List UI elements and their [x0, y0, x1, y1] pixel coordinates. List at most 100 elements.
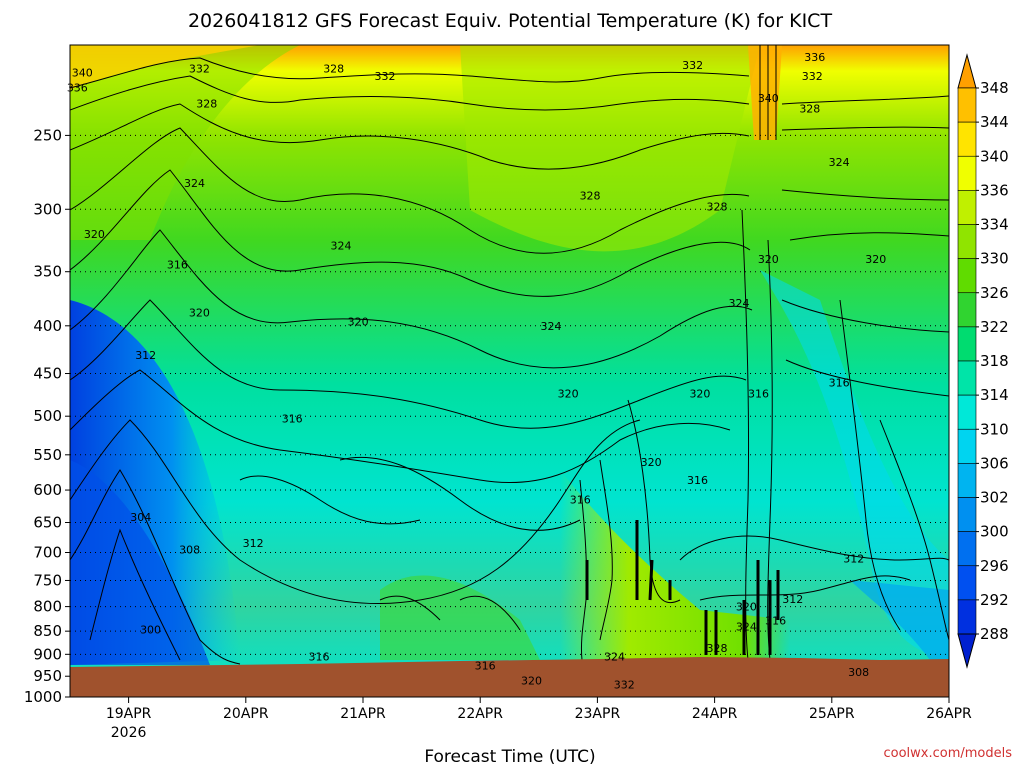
contour-label-39: 324: [736, 620, 757, 633]
y-tick-label-700: 700: [33, 544, 62, 562]
contour-label-2: 332: [189, 63, 210, 76]
colorbar-segment-5: [957, 258, 977, 294]
contour-label-23: 324: [541, 320, 562, 333]
contour-label-46: 320: [521, 674, 542, 687]
y-tick-label-400: 400: [33, 317, 62, 335]
colorbar-label-12: 302: [980, 489, 1009, 507]
contour-label-13: 328: [580, 190, 601, 203]
chart-title: 2026041812 GFS Forecast Equiv. Potential…: [188, 10, 833, 32]
y-tick-label-950: 950: [33, 667, 62, 685]
x-tick-label-3: 22APR: [457, 706, 503, 722]
contour-label-7: 336: [804, 51, 825, 64]
colorbar-label-16: 288: [980, 625, 1009, 643]
x-tick-label-2: 21APR: [340, 706, 386, 722]
ground: [70, 657, 949, 697]
y-tick-label-750: 750: [33, 571, 62, 589]
contour-label-30: 320: [641, 456, 662, 469]
colorbar-label-5: 330: [980, 250, 1009, 268]
warm-spike-east: [748, 45, 782, 140]
warm-aloft-center: [460, 45, 760, 252]
contour-label-11: 324: [829, 156, 850, 169]
colorbar: 348 344 340 336 334 330 326 322 318 314 310 306 302 3…: [957, 53, 1009, 669]
contour-label-22: 320: [348, 316, 369, 329]
contour-label-41: 300: [140, 623, 161, 636]
colorbar-label-15: 292: [980, 591, 1009, 609]
cold-plume-east: [760, 270, 949, 660]
x-tick-label-5: 24APR: [692, 706, 738, 722]
colorbar-segment-13: [957, 531, 977, 567]
x-tick-label-7: 26APR: [926, 706, 972, 722]
contour-label-28: 316: [748, 388, 769, 401]
y-tick-label-550: 550: [33, 446, 62, 464]
contour-label-0: 340: [72, 66, 93, 79]
x-tick-label-4: 23APR: [575, 706, 621, 722]
contour-label-26: 320: [558, 388, 579, 401]
y-axis: 250 300 350 400 450 500 550 600 650 700 750 800 850 9…: [24, 126, 70, 706]
contour-label-40: 316: [765, 615, 786, 628]
colorbar-segment-7: [957, 326, 977, 362]
contour-label-14: 328: [707, 201, 728, 214]
contour-labels: 340 336 332 328 328 332 332 336 332 340 328 324 324 3…: [67, 51, 886, 692]
cold-core-west: [70, 460, 210, 665]
contour-label-31: 316: [687, 474, 708, 487]
contour-lines-bold: [585, 520, 780, 655]
colorbar-label-4: 334: [980, 216, 1009, 234]
colorbar-label-6: 326: [980, 284, 1009, 302]
plot-frame: [69, 44, 950, 698]
contour-label-47: 332: [614, 679, 635, 692]
colorbar-segment-0: [957, 87, 977, 123]
contour-label-48: 308: [848, 666, 869, 679]
contour-label-21: 320: [189, 306, 210, 319]
contour-label-42: 328: [707, 642, 728, 655]
contour-label-34: 308: [179, 544, 200, 557]
x-tick-label-0: 19APR: [106, 706, 152, 722]
y-tick-label-300: 300: [33, 200, 62, 218]
contour-label-15: 320: [84, 228, 105, 241]
y-tick-label-350: 350: [33, 263, 62, 281]
contour-label-8: 332: [802, 70, 823, 83]
colorbar-segment-14: [957, 565, 977, 601]
colorbar-label-7: 322: [980, 318, 1009, 336]
colorbar-segment-3: [957, 190, 977, 225]
colorbar-label-9: 314: [980, 386, 1009, 404]
colorbar-segment-12: [957, 497, 977, 532]
x-tick-label-6: 25APR: [809, 706, 855, 722]
contour-label-33: 304: [130, 511, 151, 524]
colorbar-segment-1: [957, 121, 977, 157]
contour-label-16: 324: [331, 239, 352, 252]
contour-label-43: 316: [309, 651, 330, 664]
contour-label-27: 320: [689, 388, 710, 401]
contour-label-10: 328: [799, 103, 820, 116]
colorbar-segment-6: [957, 292, 977, 328]
contour-label-20: 324: [729, 297, 750, 310]
y-tick-label-500: 500: [33, 407, 62, 425]
contour-label-24: 312: [135, 349, 156, 362]
colorbar-label-14: 296: [980, 557, 1009, 575]
contour-label-12: 324: [184, 177, 205, 190]
contour-label-18: 320: [758, 253, 779, 266]
colorbar-segment-2: [957, 155, 977, 191]
contour-label-29: 316: [282, 413, 303, 426]
warm-low-east: [560, 470, 790, 660]
contour-label-9: 340: [758, 92, 779, 105]
contour-label-5: 332: [374, 70, 395, 83]
x-axis: 19APR 2026 20APR 21APR 22APR 23APR 24APR 25APR 2…: [106, 697, 972, 741]
x-axis-label: Forecast Time (UTC): [424, 747, 595, 767]
contour-label-45: 324: [604, 651, 625, 664]
credit-text: coolwx.com/models: [883, 746, 1012, 761]
y-tick-label-1000: 1000: [24, 688, 62, 706]
colorbar-label-0: 348: [980, 79, 1009, 97]
colorbar-label-1: 344: [980, 113, 1009, 131]
colorbar-segment-15: [957, 599, 977, 635]
contour-label-36: 312: [843, 552, 864, 565]
colorbar-segment-10: [957, 428, 977, 464]
contour-label-32: 316: [570, 493, 591, 506]
warm-top-west: [70, 45, 260, 90]
y-tick-label-850: 850: [33, 622, 62, 640]
y-tick-label-800: 800: [33, 598, 62, 616]
contour-label-25: 316: [829, 376, 850, 389]
plot-area: [70, 45, 949, 697]
contour-label-37: 312: [782, 593, 803, 606]
colorbar-top-arrow: [957, 53, 977, 89]
colorbar-segment-8: [957, 360, 977, 396]
